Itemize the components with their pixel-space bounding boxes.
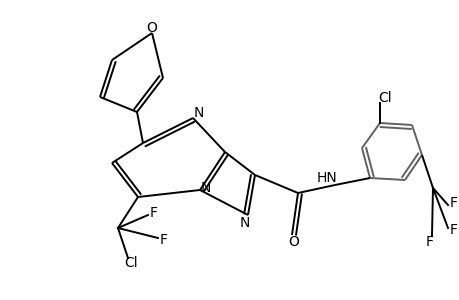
Text: N: N <box>239 216 250 230</box>
Text: N: N <box>201 181 211 195</box>
Text: F: F <box>150 206 157 220</box>
Text: HN: HN <box>316 171 336 185</box>
Text: F: F <box>449 223 457 237</box>
Text: O: O <box>288 235 299 249</box>
Text: F: F <box>449 196 457 210</box>
Text: F: F <box>425 235 433 249</box>
Text: N: N <box>193 106 204 120</box>
Text: Cl: Cl <box>377 91 391 105</box>
Text: O: O <box>146 21 157 35</box>
Text: Cl: Cl <box>124 256 138 270</box>
Text: F: F <box>160 233 168 247</box>
